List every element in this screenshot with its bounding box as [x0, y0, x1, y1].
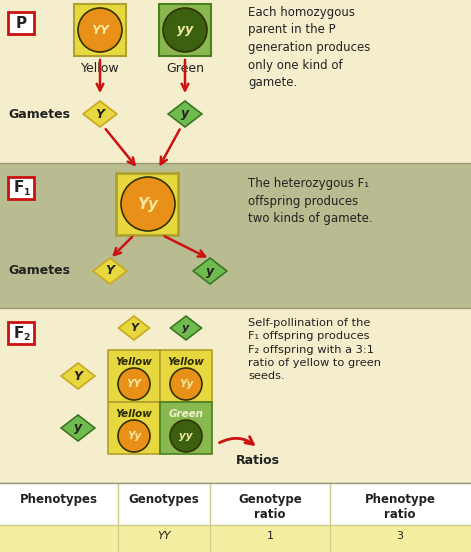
Bar: [74, 4, 126, 56]
Text: 2: 2: [24, 333, 30, 342]
Polygon shape: [193, 258, 227, 284]
Circle shape: [118, 368, 150, 400]
Bar: [0, 483, 471, 552]
Text: Yy: Yy: [127, 431, 141, 441]
Polygon shape: [168, 101, 202, 127]
Text: Y: Y: [96, 108, 105, 120]
Text: Green: Green: [166, 62, 204, 75]
Bar: [8, 12, 34, 34]
Text: 1: 1: [24, 188, 30, 198]
Text: 1: 1: [267, 531, 274, 541]
Text: Yellow: Yellow: [115, 357, 153, 367]
Text: P: P: [16, 15, 26, 30]
Bar: [0, 483, 471, 552]
Text: Y: Y: [106, 264, 114, 278]
Text: 3: 3: [397, 531, 404, 541]
Text: Phenotypes: Phenotypes: [20, 493, 98, 506]
Text: F: F: [14, 326, 24, 341]
Text: Genotypes: Genotypes: [129, 493, 199, 506]
Circle shape: [170, 368, 202, 400]
Circle shape: [121, 177, 175, 231]
Text: y: y: [181, 108, 189, 120]
Text: Gametes: Gametes: [8, 108, 70, 120]
Text: Green: Green: [169, 409, 203, 419]
Text: YY: YY: [127, 379, 141, 389]
Polygon shape: [118, 316, 150, 340]
Text: Each homozygous
parent in the P
generation produces
only one kind of
gamete.: Each homozygous parent in the P generati…: [248, 6, 370, 89]
Text: F: F: [14, 181, 24, 195]
Circle shape: [78, 8, 122, 52]
Polygon shape: [171, 316, 202, 340]
Text: Y: Y: [130, 323, 138, 333]
Text: yy: yy: [179, 431, 193, 441]
Bar: [116, 173, 178, 235]
Text: Phenotype
ratio: Phenotype ratio: [365, 493, 436, 521]
Text: Y: Y: [73, 369, 82, 383]
Bar: [108, 350, 160, 402]
Text: The heterozygous F₁
offspring produces
two kinds of gamete.: The heterozygous F₁ offspring produces t…: [248, 177, 373, 225]
Bar: [0, 0, 471, 163]
Polygon shape: [93, 258, 127, 284]
Polygon shape: [83, 101, 117, 127]
Text: Gametes: Gametes: [8, 264, 70, 278]
Bar: [159, 4, 211, 56]
Text: YY: YY: [91, 24, 109, 36]
Bar: [160, 402, 212, 454]
Circle shape: [170, 420, 202, 452]
Text: Ratios: Ratios: [236, 454, 280, 466]
Circle shape: [118, 420, 150, 452]
Polygon shape: [61, 363, 95, 389]
Text: Yellow: Yellow: [168, 357, 204, 367]
Text: Yellow: Yellow: [81, 62, 119, 75]
Circle shape: [163, 8, 207, 52]
Bar: [0, 163, 471, 308]
Text: y: y: [206, 264, 214, 278]
Bar: [8, 177, 34, 199]
Bar: [8, 322, 34, 344]
Bar: [0, 308, 471, 483]
Bar: [160, 350, 212, 402]
Polygon shape: [61, 415, 95, 441]
Text: Yy: Yy: [179, 379, 193, 389]
Text: YY: YY: [157, 531, 171, 541]
Text: y: y: [74, 422, 82, 434]
Text: Yy: Yy: [138, 197, 159, 211]
Text: y: y: [182, 323, 190, 333]
Text: yy: yy: [177, 24, 193, 36]
Text: Yellow: Yellow: [115, 409, 153, 419]
Bar: [0, 526, 471, 552]
Text: Genotype
ratio: Genotype ratio: [238, 493, 302, 521]
Bar: [108, 402, 160, 454]
Text: Self-pollination of the
F₁ offspring produces
F₂ offspring with a 3:1
ratio of y: Self-pollination of the F₁ offspring pro…: [248, 318, 381, 381]
